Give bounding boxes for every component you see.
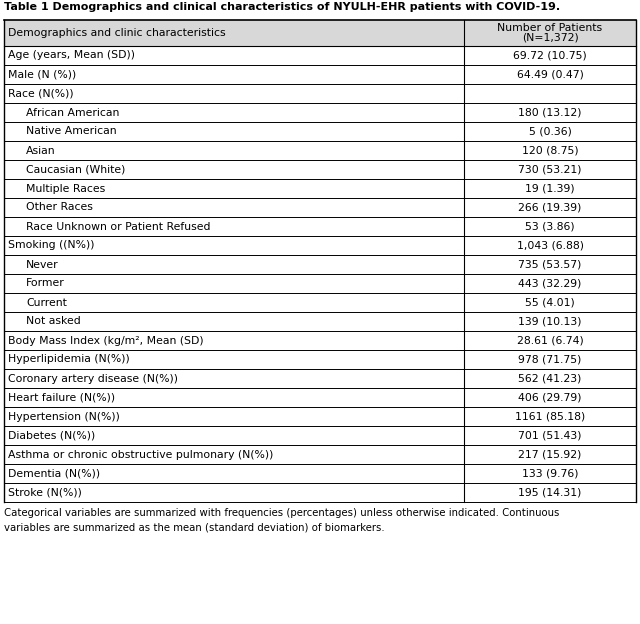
Text: Hypertension (N(%)): Hypertension (N(%)) xyxy=(8,411,120,421)
Text: Hyperlipidemia (N(%)): Hyperlipidemia (N(%)) xyxy=(8,354,130,364)
Text: 443 (32.29): 443 (32.29) xyxy=(518,278,582,288)
Text: Demographics and clinic characteristics: Demographics and clinic characteristics xyxy=(8,28,226,38)
Text: 139 (10.13): 139 (10.13) xyxy=(518,316,582,326)
Text: Heart failure (N(%)): Heart failure (N(%)) xyxy=(8,392,115,402)
Text: Race (N(%)): Race (N(%)) xyxy=(8,89,74,99)
Text: 180 (13.12): 180 (13.12) xyxy=(518,107,582,117)
Text: (N=1,372): (N=1,372) xyxy=(522,33,579,43)
Text: 69.72 (10.75): 69.72 (10.75) xyxy=(513,51,587,61)
Text: 120 (8.75): 120 (8.75) xyxy=(522,145,579,155)
Text: Categorical variables are summarized with frequencies (percentages) unless other: Categorical variables are summarized wit… xyxy=(4,508,559,518)
Text: Other Races: Other Races xyxy=(26,203,93,213)
Text: 978 (71.75): 978 (71.75) xyxy=(518,354,582,364)
Text: 5 (0.36): 5 (0.36) xyxy=(529,127,572,137)
Text: Asian: Asian xyxy=(26,145,56,155)
Text: 64.49 (0.47): 64.49 (0.47) xyxy=(516,69,584,79)
Text: Coronary artery disease (N(%)): Coronary artery disease (N(%)) xyxy=(8,374,178,384)
Text: 19 (1.39): 19 (1.39) xyxy=(525,183,575,193)
Bar xyxy=(4,20,636,46)
Text: Diabetes (N(%)): Diabetes (N(%)) xyxy=(8,431,95,441)
Text: Male (N (%)): Male (N (%)) xyxy=(8,69,76,79)
Text: 133 (9.76): 133 (9.76) xyxy=(522,469,579,479)
Text: 735 (53.57): 735 (53.57) xyxy=(518,260,582,270)
Text: 53 (3.86): 53 (3.86) xyxy=(525,222,575,232)
Text: 730 (53.21): 730 (53.21) xyxy=(518,165,582,175)
Text: 266 (19.39): 266 (19.39) xyxy=(518,203,582,213)
Text: Smoking ((N%)): Smoking ((N%)) xyxy=(8,240,95,250)
Text: Table 1 Demographics and clinical characteristics of NYULH-EHR patients with COV: Table 1 Demographics and clinical charac… xyxy=(4,2,560,12)
Text: Former: Former xyxy=(26,278,65,288)
Text: 195 (14.31): 195 (14.31) xyxy=(518,487,582,497)
Text: 701 (51.43): 701 (51.43) xyxy=(518,431,582,441)
Text: Stroke (N(%)): Stroke (N(%)) xyxy=(8,487,82,497)
Text: 1,043 (6.88): 1,043 (6.88) xyxy=(516,240,584,250)
Text: 406 (29.79): 406 (29.79) xyxy=(518,392,582,402)
Text: Number of Patients: Number of Patients xyxy=(497,23,603,33)
Text: Never: Never xyxy=(26,260,59,270)
Text: Caucasian (White): Caucasian (White) xyxy=(26,165,125,175)
Text: variables are summarized as the mean (standard deviation) of biomarkers.: variables are summarized as the mean (st… xyxy=(4,522,385,532)
Text: 562 (41.23): 562 (41.23) xyxy=(518,374,582,384)
Text: Current: Current xyxy=(26,298,67,308)
Text: Race Unknown or Patient Refused: Race Unknown or Patient Refused xyxy=(26,222,211,232)
Text: 28.61 (6.74): 28.61 (6.74) xyxy=(516,336,584,346)
Text: Body Mass Index (kg/m², Mean (SD): Body Mass Index (kg/m², Mean (SD) xyxy=(8,336,204,346)
Text: Age (years, Mean (SD)): Age (years, Mean (SD)) xyxy=(8,51,135,61)
Text: 217 (15.92): 217 (15.92) xyxy=(518,449,582,459)
Text: Dementia (N(%)): Dementia (N(%)) xyxy=(8,469,100,479)
Text: Multiple Races: Multiple Races xyxy=(26,183,105,193)
Text: 1161 (85.18): 1161 (85.18) xyxy=(515,411,585,421)
Text: Native American: Native American xyxy=(26,127,116,137)
Text: Not asked: Not asked xyxy=(26,316,81,326)
Text: African American: African American xyxy=(26,107,120,117)
Text: 55 (4.01): 55 (4.01) xyxy=(525,298,575,308)
Text: Asthma or chronic obstructive pulmonary (N(%)): Asthma or chronic obstructive pulmonary … xyxy=(8,449,273,459)
